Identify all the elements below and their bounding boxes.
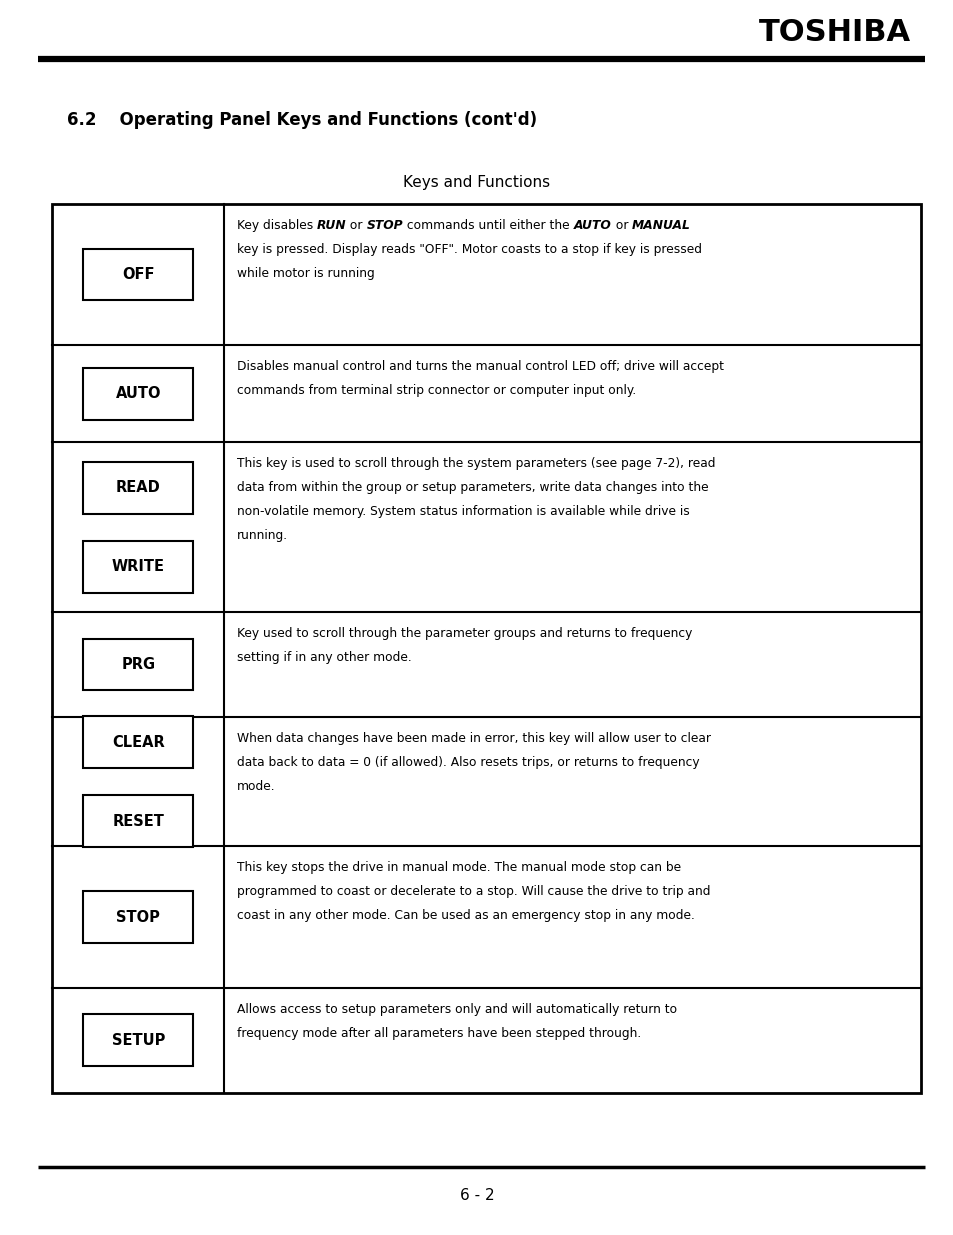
Text: RESET: RESET xyxy=(112,814,164,829)
Text: key is pressed. Display reads "OFF". Motor coasts to a stop if key is pressed: key is pressed. Display reads "OFF". Mot… xyxy=(236,242,700,256)
Bar xyxy=(52,204,920,1093)
Text: This key is used to scroll through the system parameters (see page 7-2), read: This key is used to scroll through the s… xyxy=(236,457,715,471)
Bar xyxy=(83,892,193,944)
Text: RUN: RUN xyxy=(316,219,346,232)
Text: mode.: mode. xyxy=(236,781,274,793)
Text: CLEAR: CLEAR xyxy=(112,735,165,750)
Text: SETUP: SETUP xyxy=(112,1032,165,1049)
Text: Disables manual control and turns the manual control LED off; drive will accept: Disables manual control and turns the ma… xyxy=(236,361,722,373)
Text: STOP: STOP xyxy=(116,910,160,925)
Text: Allows access to setup parameters only and will automatically return to: Allows access to setup parameters only a… xyxy=(236,1003,676,1015)
Text: or: or xyxy=(346,219,366,232)
Text: while motor is running: while motor is running xyxy=(236,267,374,280)
Text: MANUAL: MANUAL xyxy=(631,219,690,232)
Text: 6 - 2: 6 - 2 xyxy=(459,1188,494,1203)
Text: When data changes have been made in error, this key will allow user to clear: When data changes have been made in erro… xyxy=(236,732,710,745)
Text: STOP: STOP xyxy=(366,219,403,232)
Bar xyxy=(83,638,193,690)
Text: commands from terminal strip connector or computer input only.: commands from terminal strip connector o… xyxy=(236,384,636,398)
Text: data back to data = 0 (if allowed). Also resets trips, or returns to frequency: data back to data = 0 (if allowed). Also… xyxy=(236,756,699,769)
Text: 6.2    Operating Panel Keys and Functions (cont'd): 6.2 Operating Panel Keys and Functions (… xyxy=(67,111,537,130)
Text: or: or xyxy=(611,219,631,232)
Text: running.: running. xyxy=(236,530,288,542)
Bar xyxy=(83,795,193,847)
Text: WRITE: WRITE xyxy=(112,559,165,574)
Bar xyxy=(83,541,193,593)
Text: data from within the group or setup parameters, write data changes into the: data from within the group or setup para… xyxy=(236,482,707,494)
Text: coast in any other mode. Can be used as an emergency stop in any mode.: coast in any other mode. Can be used as … xyxy=(236,909,694,923)
Text: non-volatile memory. System status information is available while drive is: non-volatile memory. System status infor… xyxy=(236,505,689,519)
Text: setting if in any other mode.: setting if in any other mode. xyxy=(236,651,411,664)
Bar xyxy=(83,248,193,300)
Text: Keys and Functions: Keys and Functions xyxy=(403,175,550,190)
Text: AUTO: AUTO xyxy=(574,219,611,232)
Bar xyxy=(83,1014,193,1066)
Text: commands until either the: commands until either the xyxy=(403,219,574,232)
Bar xyxy=(83,462,193,514)
Text: Key disables: Key disables xyxy=(236,219,316,232)
Text: Key used to scroll through the parameter groups and returns to frequency: Key used to scroll through the parameter… xyxy=(236,627,691,640)
Text: programmed to coast or decelerate to a stop. Will cause the drive to trip and: programmed to coast or decelerate to a s… xyxy=(236,885,709,898)
Text: frequency mode after all parameters have been stepped through.: frequency mode after all parameters have… xyxy=(236,1026,640,1040)
Text: This key stops the drive in manual mode. The manual mode stop can be: This key stops the drive in manual mode.… xyxy=(236,861,680,874)
Text: READ: READ xyxy=(116,480,160,495)
Text: TOSHIBA: TOSHIBA xyxy=(759,19,910,47)
Text: OFF: OFF xyxy=(122,267,154,282)
Text: PRG: PRG xyxy=(121,657,155,672)
Bar xyxy=(83,368,193,420)
Bar xyxy=(83,716,193,768)
Text: AUTO: AUTO xyxy=(115,387,161,401)
